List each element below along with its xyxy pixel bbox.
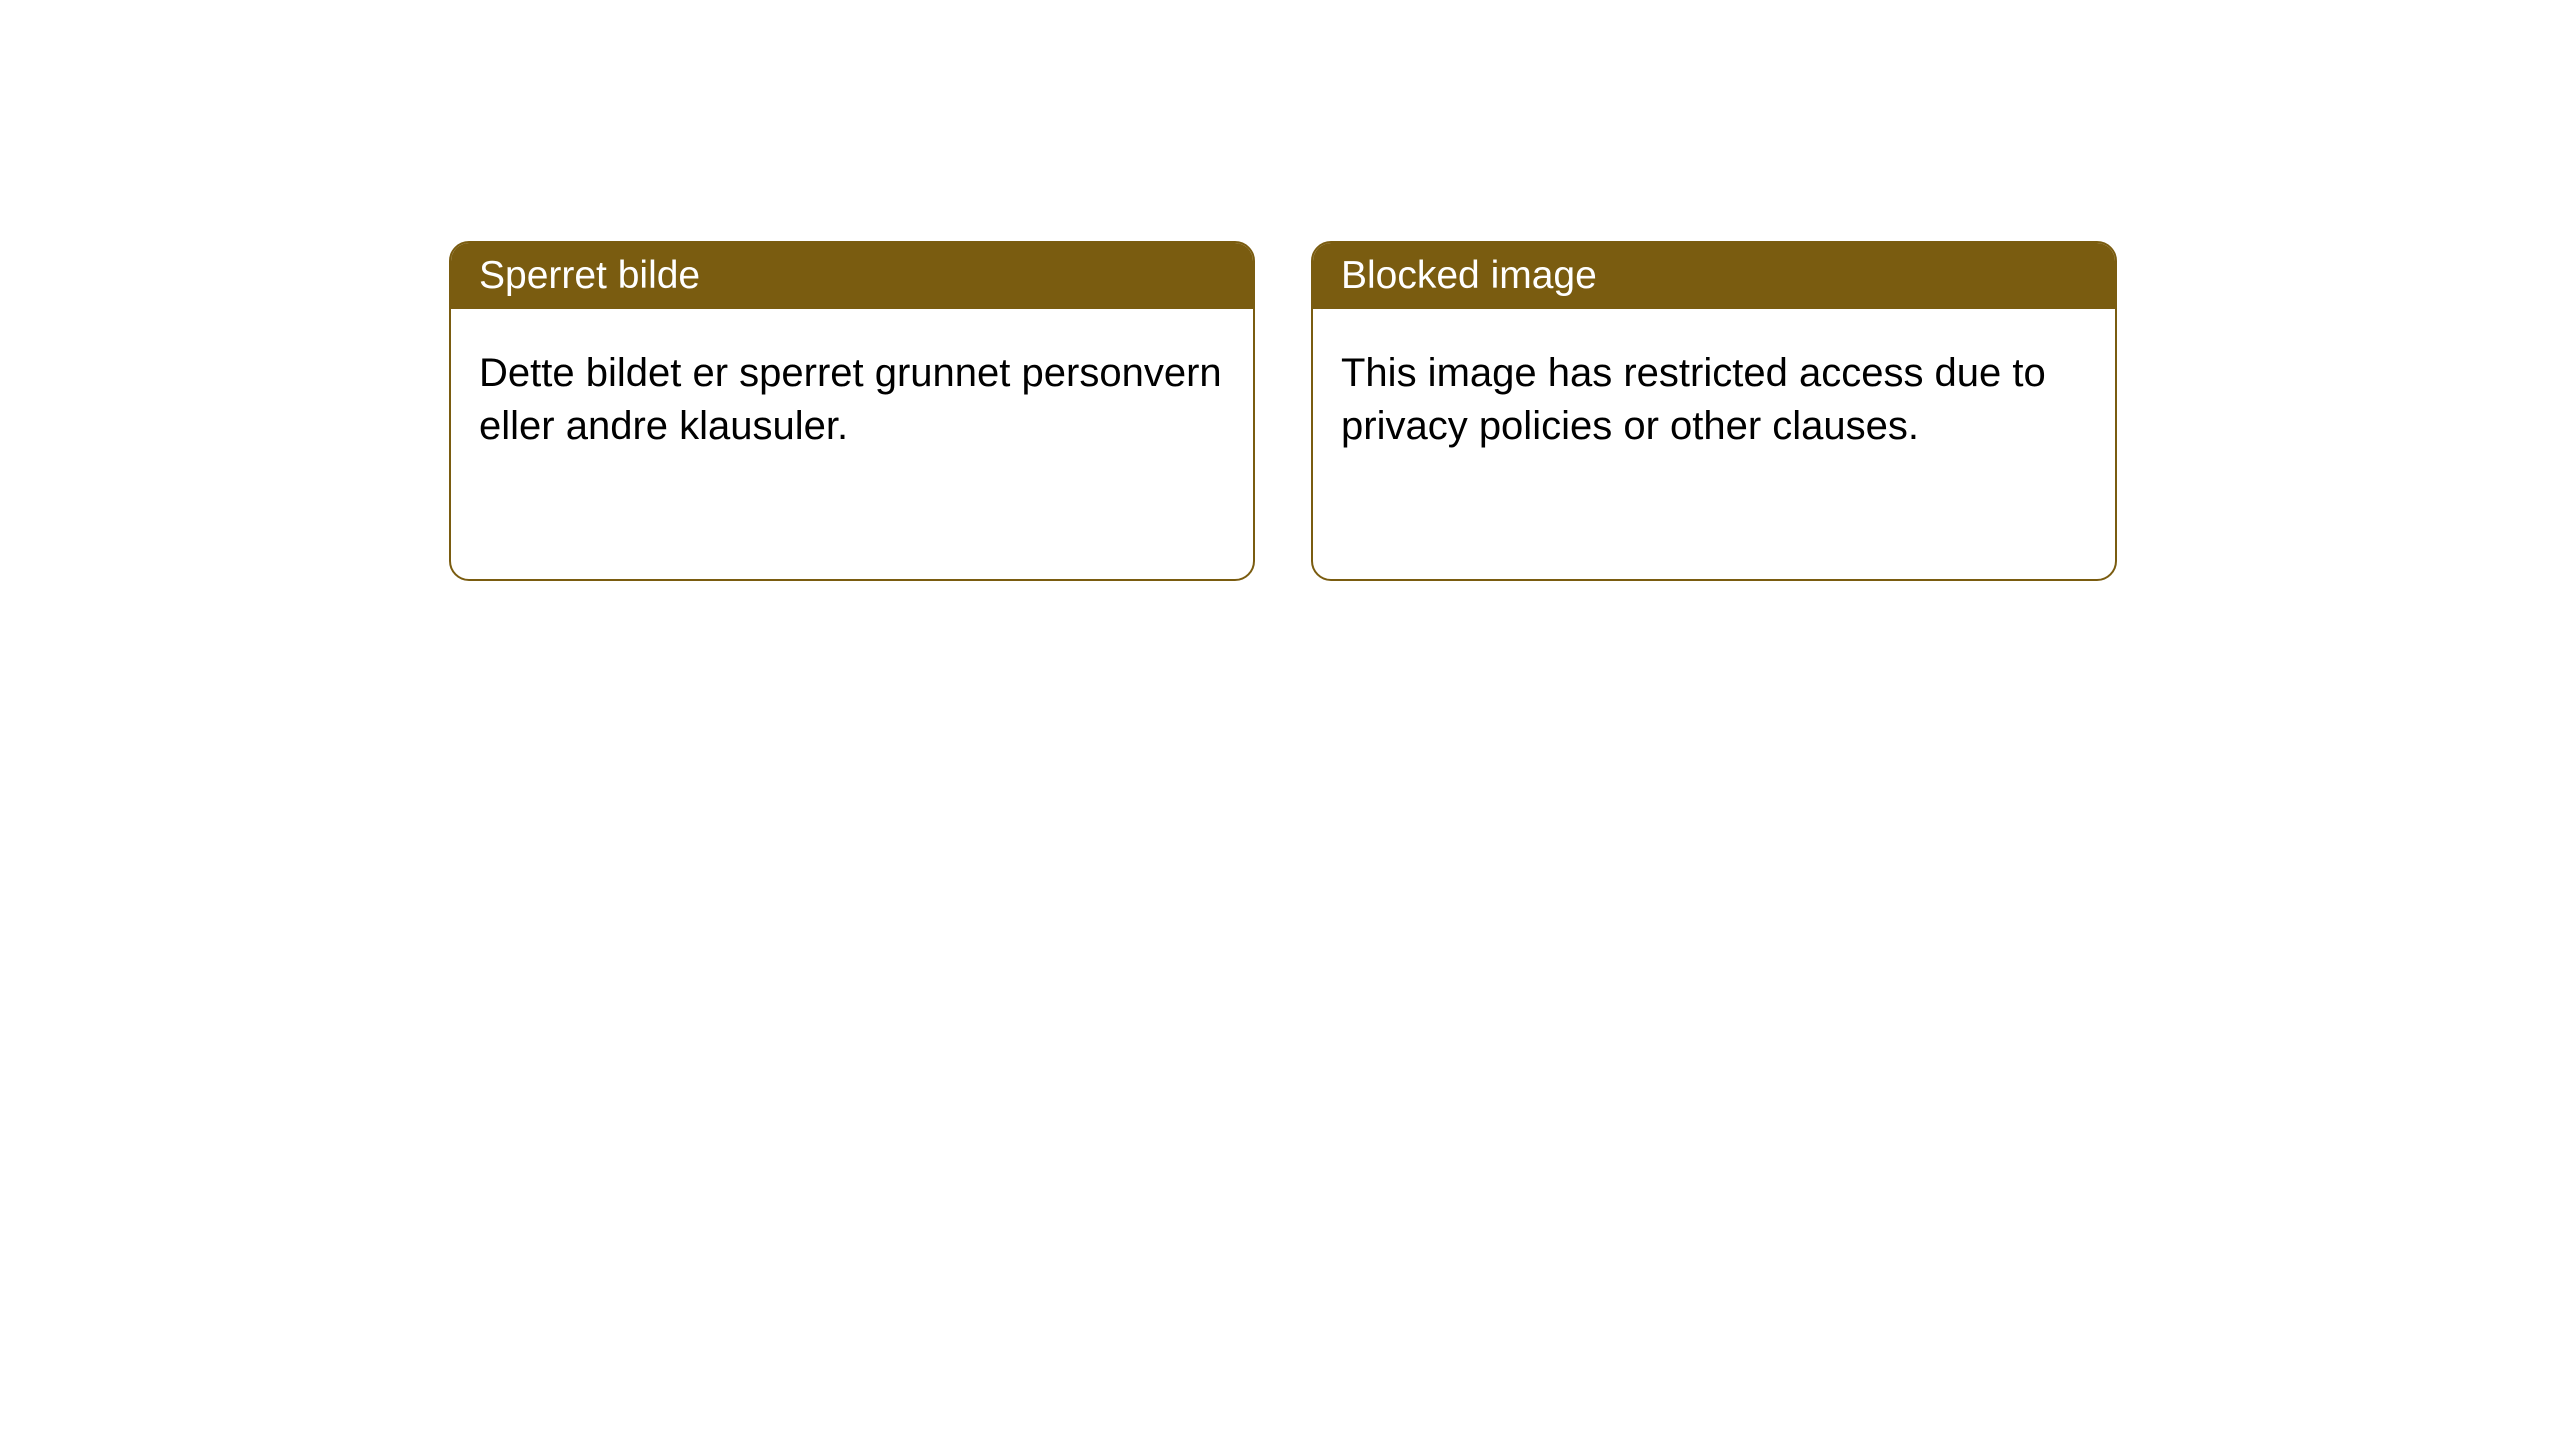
notice-card-header: Blocked image [1313, 243, 2115, 309]
notice-card-body: Dette bildet er sperret grunnet personve… [451, 309, 1253, 579]
notice-card-norwegian: Sperret bilde Dette bildet er sperret gr… [449, 241, 1255, 581]
notice-card-english: Blocked image This image has restricted … [1311, 241, 2117, 581]
notice-card-header: Sperret bilde [451, 243, 1253, 309]
notice-body-text: This image has restricted access due to … [1341, 351, 2046, 448]
notice-body-text: Dette bildet er sperret grunnet personve… [479, 351, 1222, 448]
notice-card-body: This image has restricted access due to … [1313, 309, 2115, 579]
notice-header-text: Blocked image [1341, 254, 1597, 297]
notice-container: Sperret bilde Dette bildet er sperret gr… [0, 0, 2560, 581]
notice-header-text: Sperret bilde [479, 254, 700, 297]
